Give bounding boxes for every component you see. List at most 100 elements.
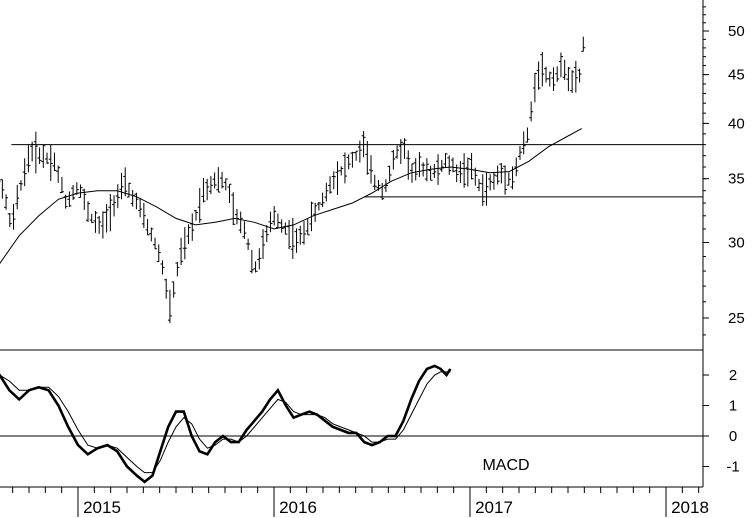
price-bar [305, 218, 310, 236]
price-bar [190, 213, 195, 241]
price-bar [108, 193, 113, 232]
price-bar [223, 178, 228, 191]
price-bar [41, 144, 46, 168]
price-bar [268, 211, 273, 233]
price-bar [67, 191, 72, 207]
price-bar [272, 206, 277, 226]
price-bar [22, 158, 27, 187]
price-bar [93, 210, 98, 233]
price-bar [126, 182, 131, 198]
price-bar [484, 172, 489, 206]
price-bar [301, 221, 306, 245]
price-bar [138, 197, 143, 218]
price-bar [316, 201, 321, 211]
price-bar [182, 227, 187, 260]
price-bar [503, 165, 508, 195]
price-bar [234, 208, 239, 225]
price-bar [33, 131, 38, 174]
price-bar [491, 171, 496, 190]
price-bar [469, 153, 474, 180]
price-bar [59, 176, 64, 194]
price-bar [164, 278, 169, 299]
price-bar [417, 152, 422, 178]
price-bar [52, 152, 57, 171]
macd-signal-line [0, 371, 451, 474]
price-bar [56, 165, 61, 183]
price-bar [439, 159, 444, 172]
price-bar [261, 229, 266, 260]
price-y-tick-label: 50 [728, 23, 745, 40]
price-bar [112, 195, 117, 217]
price-bar [197, 188, 202, 223]
price-bar [562, 59, 567, 81]
price-bar [149, 227, 154, 242]
price-bar [372, 174, 377, 191]
price-bar [517, 145, 522, 160]
price-bar [227, 183, 232, 204]
price-bar [447, 155, 452, 175]
price-bar [290, 217, 295, 259]
price-bar [115, 184, 120, 209]
price-bar [357, 140, 362, 163]
price-bar [85, 201, 90, 222]
price-bar [145, 219, 150, 236]
price-bar [153, 237, 158, 250]
price-bar [581, 36, 586, 52]
price-bar [156, 244, 161, 263]
price-y-tick-label: 40 [728, 115, 745, 132]
price-bar [253, 261, 258, 273]
price-bar [480, 174, 485, 206]
price-bar [294, 228, 299, 253]
price-bar [328, 176, 333, 194]
price-bar [506, 172, 511, 186]
price-bar [525, 127, 530, 143]
price-bar [350, 151, 355, 168]
macd-line [0, 364, 452, 484]
macd-label: MACD [482, 457, 529, 474]
price-bar [212, 172, 217, 189]
price-bar [283, 222, 288, 235]
price-bar [249, 249, 254, 274]
price-bar [406, 150, 411, 180]
moving-average-line [0, 128, 582, 265]
price-bar [15, 184, 20, 210]
price-bar [320, 192, 325, 208]
price-bar [45, 152, 50, 165]
price-bar [78, 184, 83, 199]
price-bar [573, 60, 578, 93]
price-bar [275, 213, 280, 229]
price-bar [171, 281, 176, 298]
price-bar [398, 139, 403, 165]
price-bar [231, 192, 236, 225]
price-bar [335, 161, 340, 195]
price-bar [313, 202, 318, 222]
price-y-tick-label: 35 [728, 171, 745, 188]
price-bar [167, 289, 172, 324]
price-bar [558, 52, 563, 78]
price-bar [71, 185, 76, 201]
macd-panel: MACD [0, 364, 703, 484]
price-bar [428, 165, 433, 181]
price-bar [26, 145, 31, 173]
price-bar [97, 215, 102, 234]
price-bar [216, 167, 221, 193]
price-bar [186, 224, 191, 244]
price-bar [205, 178, 210, 201]
price-bar [462, 153, 467, 188]
price-bar [436, 154, 441, 185]
price-bar [354, 150, 359, 161]
price-bar [287, 220, 292, 250]
price-bar [11, 203, 16, 230]
price-bar [193, 209, 198, 221]
price-bar [421, 162, 426, 177]
price-bar [342, 152, 347, 184]
price-bar [0, 180, 1, 182]
price-bar [37, 147, 42, 164]
price-panel [0, 36, 703, 324]
price-bar [89, 213, 94, 224]
x-year-label: 2016 [279, 498, 317, 517]
price-bar [4, 194, 9, 210]
price-bar [279, 219, 284, 233]
price-bar [495, 165, 500, 185]
price-bar [179, 237, 184, 266]
